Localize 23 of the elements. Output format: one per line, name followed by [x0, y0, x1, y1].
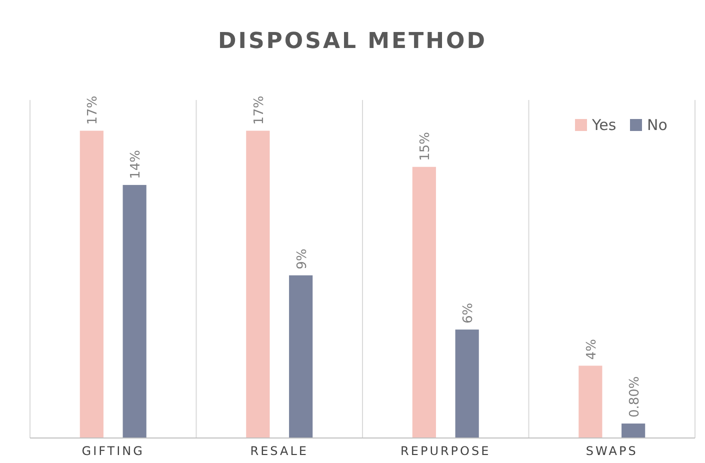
bar	[122, 184, 146, 438]
data-label: 4%	[584, 339, 600, 360]
data-label: 17%	[86, 96, 101, 125]
data-label: 0.80%	[627, 376, 642, 418]
data-label: 9%	[294, 248, 310, 270]
x-tick-label: SWAPS	[586, 444, 638, 458]
bar	[455, 330, 479, 438]
x-tick-label: GIFTING	[82, 444, 144, 458]
bar	[289, 275, 313, 438]
x-tick-label: RESALE	[250, 444, 308, 458]
data-label: 17%	[252, 96, 267, 125]
bar	[412, 166, 436, 438]
bar	[578, 366, 602, 438]
data-label: 15%	[418, 132, 434, 161]
data-label: 14%	[128, 150, 144, 179]
chart-title: DISPOSAL METHOD	[218, 29, 487, 54]
legend-label: No	[647, 116, 668, 134]
bar	[622, 424, 646, 438]
data-label: 6%	[461, 302, 476, 324]
bar	[246, 130, 270, 438]
bar	[80, 130, 104, 438]
x-tick-label: REPURPOSE	[400, 444, 491, 458]
legend-label: Yes	[591, 116, 616, 134]
